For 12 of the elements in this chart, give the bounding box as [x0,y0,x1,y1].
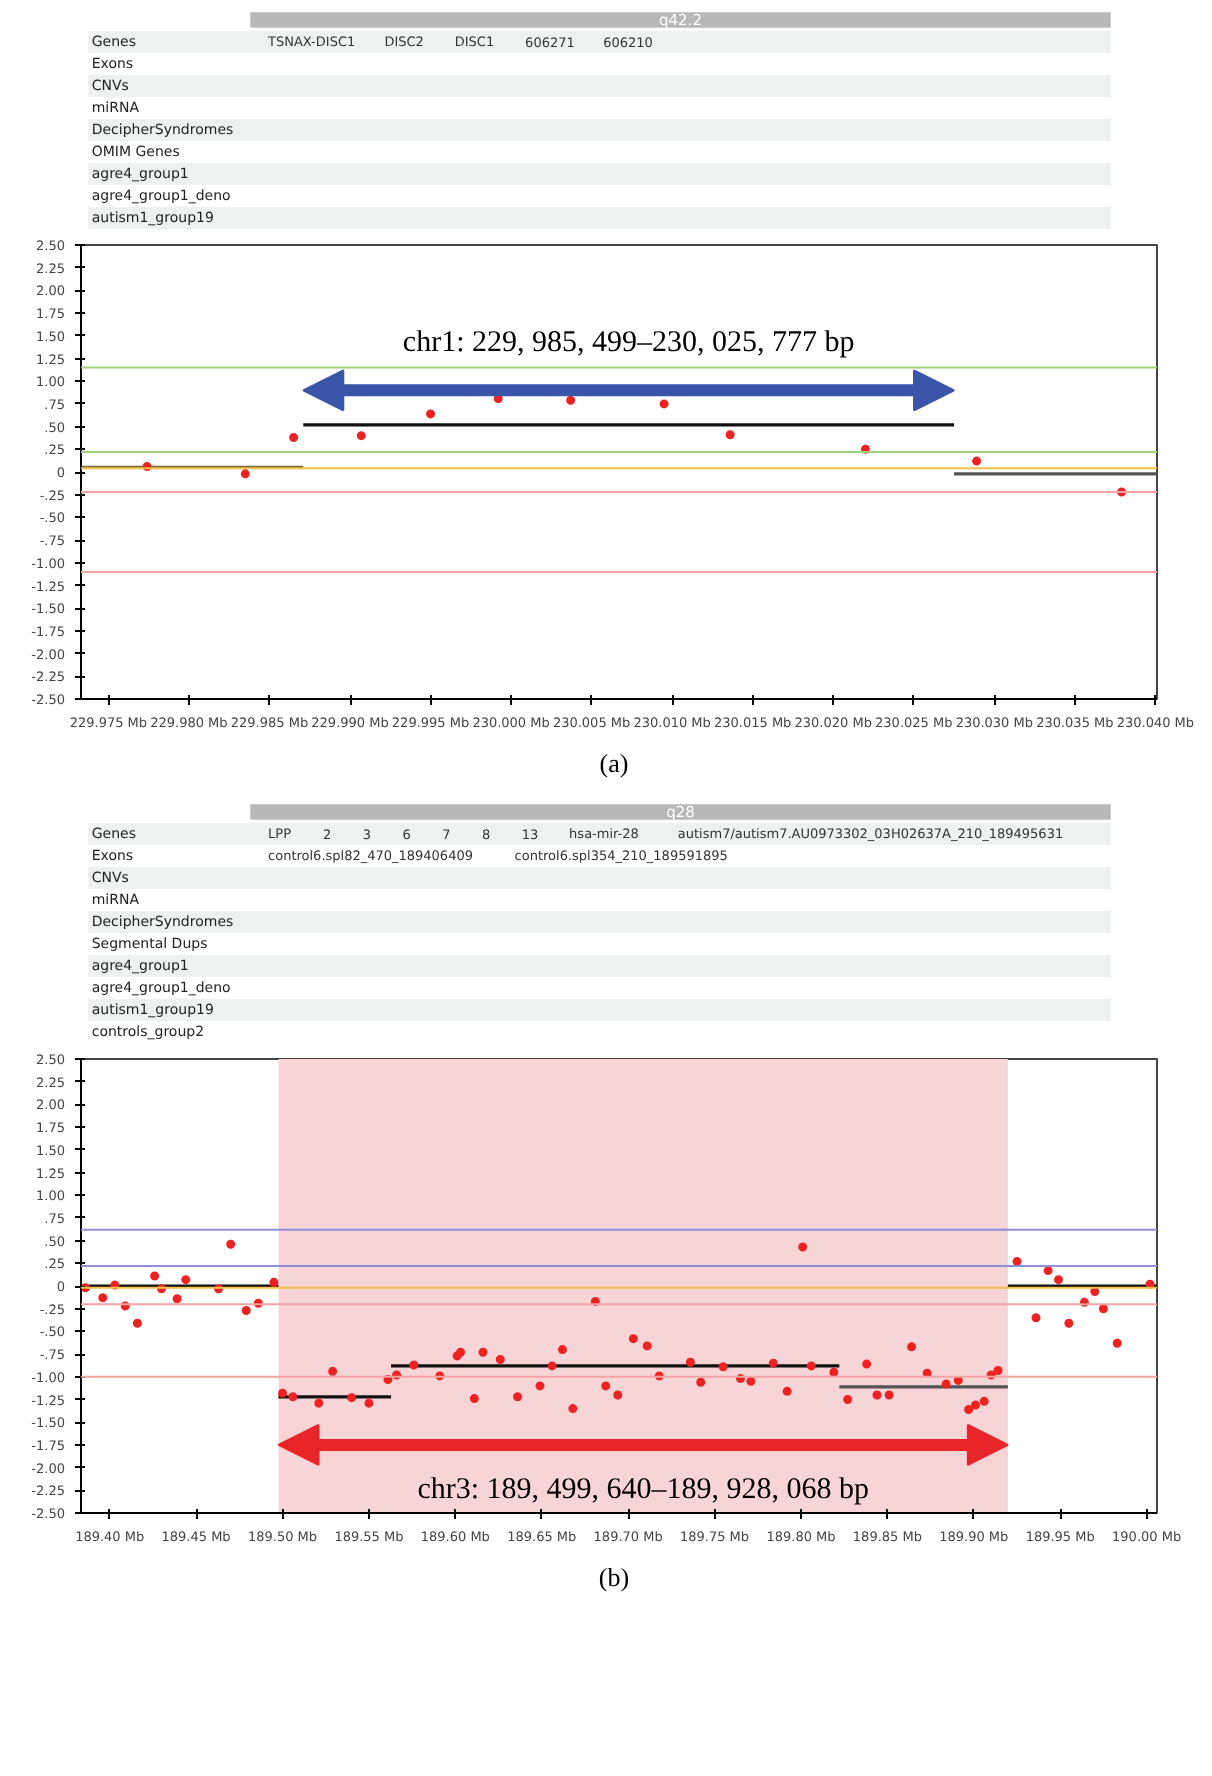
point [240,469,250,479]
text: (b) [598,1560,630,1596]
point [725,430,735,440]
point [972,456,982,466]
text: (a) [599,746,629,782]
point [289,433,299,442]
point [566,395,576,405]
point [659,399,669,409]
annotation: chr3: 189, 499, 640–189, 928, 068 bp [417,1474,870,1507]
point [356,431,366,441]
point [426,409,436,419]
annotation: chr1: 229, 985, 499–230, 025, 777 bp [402,326,855,359]
